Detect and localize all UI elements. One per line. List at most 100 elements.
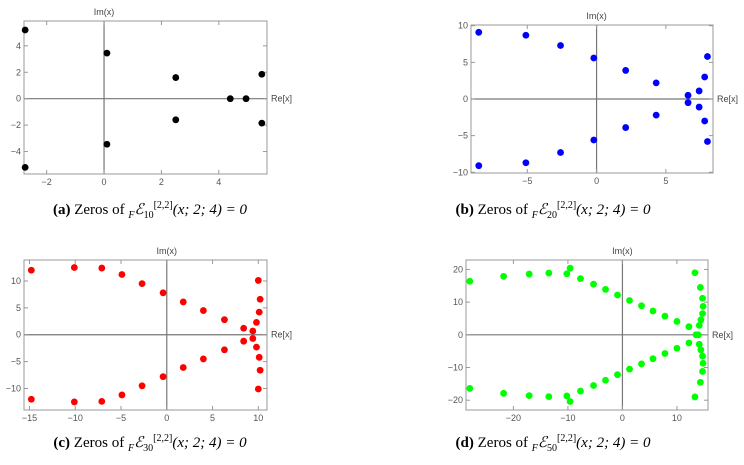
zero-point [649, 307, 657, 315]
caption-text: Zeros of [477, 435, 529, 451]
zero-point [649, 355, 657, 363]
zero-point [103, 49, 111, 57]
zero-point [240, 324, 248, 332]
zero-point [172, 74, 180, 81]
zero-point [695, 340, 703, 348]
zero-point [159, 289, 167, 297]
zero-point [704, 53, 711, 60]
zero-point [249, 335, 257, 342]
zero-point [701, 73, 709, 81]
zero-point [695, 103, 703, 111]
zero-point [699, 310, 706, 317]
x-tick-label: −5 [116, 413, 126, 423]
zero-point [661, 312, 669, 320]
zero-point [614, 291, 621, 299]
zero-point [622, 124, 630, 131]
zero-point [179, 364, 187, 371]
zero-point [699, 294, 706, 302]
chart-c: −15 −10 −5 0 5 10 −10 −5 0 5 10 Im(x) Re[x] [6, 246, 292, 423]
zero-point [566, 398, 574, 405]
caption-sup: [2,2] [153, 433, 173, 444]
y-tick-label: 5 [463, 57, 468, 67]
x-axis-label: Re[x] [712, 330, 733, 340]
x-tick-label: −10 [68, 413, 83, 423]
zero-point [626, 297, 633, 304]
caption-label: (c) [53, 435, 71, 451]
y-axis-label: Im(x) [586, 11, 607, 21]
y-tick-label: −5 [458, 131, 468, 141]
x-axis-label: Re[x] [271, 94, 292, 104]
zero-point [697, 346, 705, 354]
caption-script: ℰ [537, 435, 548, 451]
zero-point [254, 277, 262, 284]
caption-sub: F [531, 210, 538, 221]
zero-point [699, 359, 707, 367]
zero-point [695, 87, 703, 95]
caption-sup: [2,2] [557, 433, 577, 444]
zero-point [249, 327, 257, 335]
y-tick-label: 2 [16, 67, 21, 77]
caption-index: 50 [547, 443, 558, 454]
zero-point [566, 264, 574, 272]
zero-point [258, 119, 266, 127]
y-tick-label: −2 [11, 120, 21, 130]
caption-args: (x; 2; 4) = 0 [576, 435, 651, 451]
zero-point [525, 392, 533, 400]
zero-point [98, 264, 106, 272]
zero-point [199, 307, 207, 314]
caption-sub: F [531, 443, 538, 454]
zero-point [138, 382, 146, 390]
y-axis-label: Im(x) [94, 7, 115, 17]
zero-point [602, 376, 609, 384]
zero-point [614, 371, 621, 379]
zero-point [256, 295, 264, 303]
zero-point [500, 272, 508, 280]
y-tick-label: −10 [448, 363, 463, 373]
y-tick-label: 20 [453, 264, 463, 274]
zero-point [699, 368, 706, 375]
zero-point [522, 31, 530, 39]
y-axis-label: Im(x) [612, 246, 633, 256]
zero-point [27, 266, 35, 274]
y-tick-label: 0 [463, 94, 468, 104]
caption-sub: F [127, 443, 135, 454]
y-tick-label: 10 [458, 21, 468, 31]
x-tick-label: 0 [594, 176, 599, 186]
caption-args: (x; 2; 4) = 0 [172, 435, 247, 451]
y-tick-label: −10 [453, 167, 468, 177]
x-tick-label: 0 [620, 413, 625, 423]
zero-point [699, 303, 707, 310]
caption-sup: [2,2] [557, 200, 577, 211]
x-tick-label: −5 [522, 176, 532, 186]
zero-point [255, 308, 263, 316]
zero-point [602, 286, 609, 293]
x-tick-label: −10 [560, 413, 575, 423]
zero-point [103, 140, 111, 148]
zero-point [557, 42, 564, 49]
zero-point [258, 70, 266, 78]
zero-point [691, 393, 699, 401]
caption-script: ℰ [134, 435, 144, 451]
caption-text: Zeros of [73, 435, 125, 451]
zero-point [696, 378, 704, 386]
zero-point [118, 271, 126, 278]
zero-point [525, 270, 533, 278]
y-tick-label: −5 [11, 357, 21, 367]
zero-point [694, 331, 702, 339]
zero-point [21, 26, 29, 34]
x-tick-label: −15 [22, 413, 37, 423]
chart-b: −5 0 5 −10 −5 0 5 10 Im(x) Re[x] [453, 11, 738, 186]
y-tick-label: −10 [6, 383, 21, 393]
x-tick-label: 10 [672, 413, 682, 423]
y-tick-label: 5 [16, 303, 21, 313]
zero-point [590, 280, 597, 288]
caption-c: (c) Zeros of Fℰ30[2,2](x; 2; 4) = 0 [53, 433, 246, 454]
zero-point [199, 355, 207, 363]
x-tick-label: −2 [42, 177, 52, 187]
zero-point [138, 280, 146, 288]
caption-script: ℰ [537, 202, 548, 218]
caption-d: (d) Zeros of Fℰ50[2,2](x; 2; 4) = 0 [456, 433, 651, 454]
zero-point [254, 385, 262, 393]
zero-point [577, 387, 584, 395]
